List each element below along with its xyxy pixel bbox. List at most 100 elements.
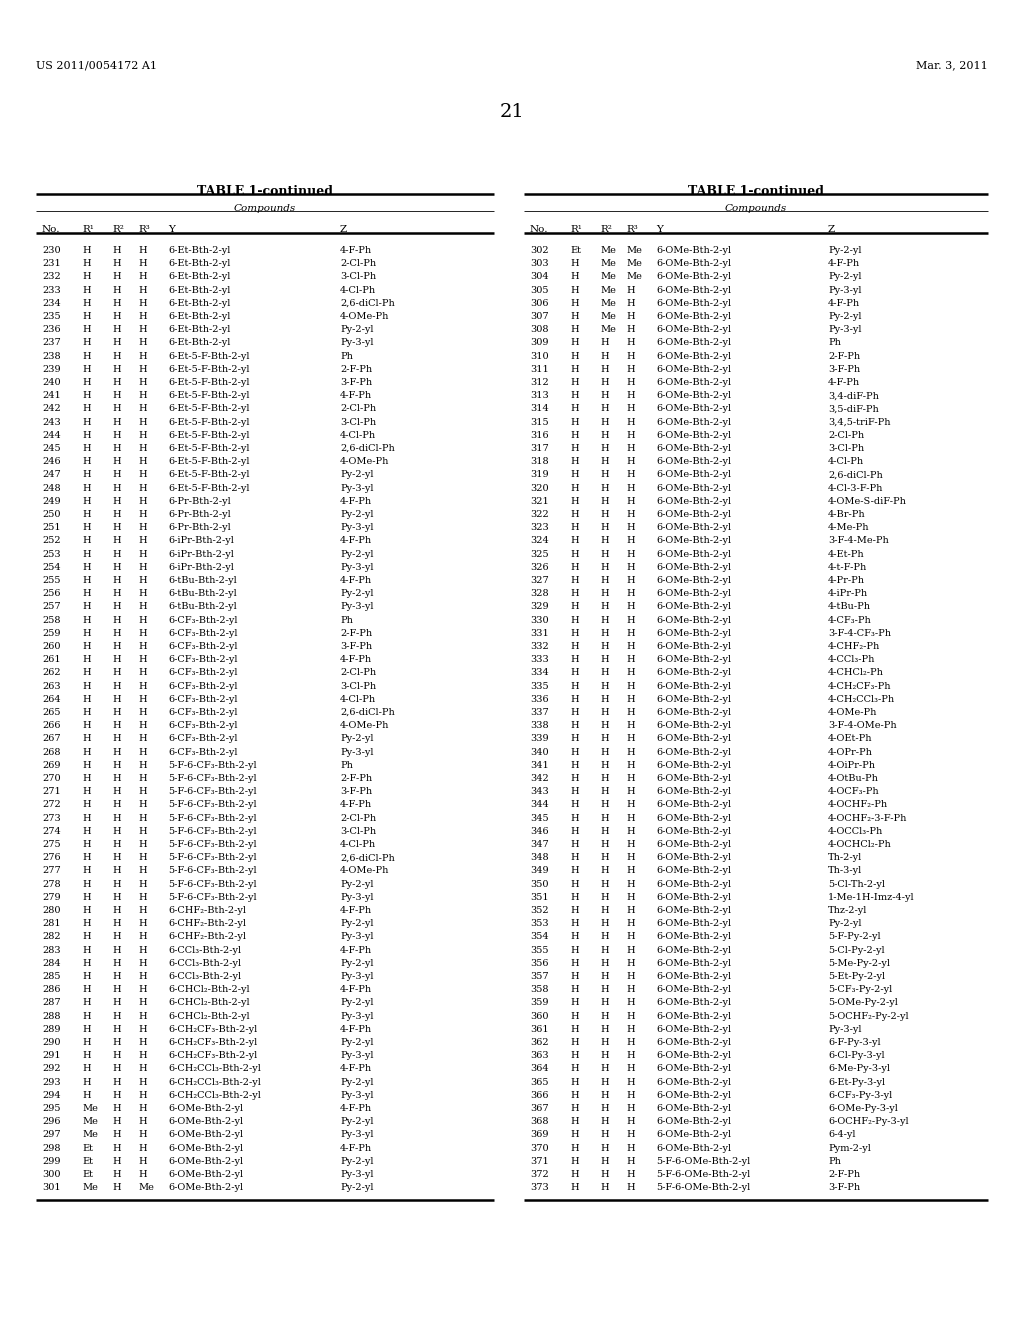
Text: 4-F-Ph: 4-F-Ph — [340, 1104, 372, 1113]
Text: Py-2-yl: Py-2-yl — [340, 1156, 374, 1166]
Text: H: H — [112, 866, 121, 875]
Text: H: H — [626, 312, 635, 321]
Text: 242: 242 — [42, 404, 60, 413]
Text: H: H — [570, 457, 579, 466]
Text: 6-CH₂CF₃-Bth-2-yl: 6-CH₂CF₃-Bth-2-yl — [168, 1051, 257, 1060]
Text: 6-OMe-Bth-2-yl: 6-OMe-Bth-2-yl — [656, 430, 731, 440]
Text: H: H — [570, 681, 579, 690]
Text: H: H — [600, 1143, 608, 1152]
Text: H: H — [626, 404, 635, 413]
Text: 6-tBu-Bth-2-yl: 6-tBu-Bth-2-yl — [168, 602, 237, 611]
Text: 6-OMe-Bth-2-yl: 6-OMe-Bth-2-yl — [656, 602, 731, 611]
Text: H: H — [570, 1156, 579, 1166]
Text: 4-CHCl₂-Ph: 4-CHCl₂-Ph — [828, 668, 884, 677]
Text: H: H — [600, 655, 608, 664]
Text: 6-Et-Bth-2-yl: 6-Et-Bth-2-yl — [168, 312, 230, 321]
Text: H: H — [112, 1064, 121, 1073]
Text: 336: 336 — [530, 694, 549, 704]
Text: Py-3-yl: Py-3-yl — [340, 1011, 374, 1020]
Text: H: H — [600, 1051, 608, 1060]
Text: H: H — [626, 721, 635, 730]
Text: H: H — [626, 430, 635, 440]
Text: 6-Cl-Py-3-yl: 6-Cl-Py-3-yl — [828, 1051, 885, 1060]
Text: 6-CH₂CCl₃-Bth-2-yl: 6-CH₂CCl₃-Bth-2-yl — [168, 1090, 261, 1100]
Text: 2,6-diCl-Ph: 2,6-diCl-Ph — [340, 444, 394, 453]
Text: 264: 264 — [42, 694, 60, 704]
Text: H: H — [82, 457, 91, 466]
Text: Py-3-yl: Py-3-yl — [340, 1170, 374, 1179]
Text: 325: 325 — [530, 549, 549, 558]
Text: H: H — [570, 338, 579, 347]
Text: H: H — [112, 272, 121, 281]
Text: H: H — [570, 1130, 579, 1139]
Text: 273: 273 — [42, 813, 60, 822]
Text: 3-F-Ph: 3-F-Ph — [828, 364, 860, 374]
Text: H: H — [82, 998, 91, 1007]
Text: 6-OMe-Bth-2-yl: 6-OMe-Bth-2-yl — [656, 998, 731, 1007]
Text: Py-2-yl: Py-2-yl — [340, 549, 374, 558]
Text: H: H — [570, 892, 579, 902]
Text: H: H — [112, 906, 121, 915]
Text: H: H — [112, 1051, 121, 1060]
Text: 292: 292 — [42, 1064, 60, 1073]
Text: 6-Et-Bth-2-yl: 6-Et-Bth-2-yl — [168, 325, 230, 334]
Text: 6-OMe-Bth-2-yl: 6-OMe-Bth-2-yl — [656, 892, 731, 902]
Text: 269: 269 — [42, 760, 60, 770]
Text: H: H — [138, 351, 146, 360]
Text: 344: 344 — [530, 800, 549, 809]
Text: H: H — [600, 364, 608, 374]
Text: H: H — [570, 800, 579, 809]
Text: 354: 354 — [530, 932, 549, 941]
Text: H: H — [112, 972, 121, 981]
Text: H: H — [570, 721, 579, 730]
Text: Pym-2-yl: Pym-2-yl — [828, 1143, 870, 1152]
Text: H: H — [112, 417, 121, 426]
Text: 322: 322 — [530, 510, 549, 519]
Text: H: H — [570, 906, 579, 915]
Text: H: H — [570, 694, 579, 704]
Text: H: H — [82, 879, 91, 888]
Text: 349: 349 — [530, 866, 549, 875]
Text: H: H — [570, 510, 579, 519]
Text: Py-2-yl: Py-2-yl — [828, 246, 861, 255]
Text: 6-OMe-Py-3-yl: 6-OMe-Py-3-yl — [828, 1104, 898, 1113]
Text: R³: R³ — [138, 224, 150, 234]
Text: 1-Me-1H-Imz-4-yl: 1-Me-1H-Imz-4-yl — [828, 892, 914, 902]
Text: 5-Et-Py-2-yl: 5-Et-Py-2-yl — [828, 972, 885, 981]
Text: 328: 328 — [530, 589, 549, 598]
Text: 6-OMe-Bth-2-yl: 6-OMe-Bth-2-yl — [656, 668, 731, 677]
Text: H: H — [82, 1024, 91, 1034]
Text: 6-Et-5-F-Bth-2-yl: 6-Et-5-F-Bth-2-yl — [168, 470, 250, 479]
Text: 6-CF₃-Bth-2-yl: 6-CF₃-Bth-2-yl — [168, 681, 238, 690]
Text: 4-Br-Ph: 4-Br-Ph — [828, 510, 865, 519]
Text: 6-Pr-Bth-2-yl: 6-Pr-Bth-2-yl — [168, 496, 230, 506]
Text: 6-OMe-Bth-2-yl: 6-OMe-Bth-2-yl — [656, 694, 731, 704]
Text: 6-OMe-Bth-2-yl: 6-OMe-Bth-2-yl — [656, 1090, 731, 1100]
Text: H: H — [570, 853, 579, 862]
Text: 351: 351 — [530, 892, 549, 902]
Text: H: H — [570, 655, 579, 664]
Text: H: H — [626, 668, 635, 677]
Text: R¹: R¹ — [570, 224, 582, 234]
Text: 361: 361 — [530, 1024, 549, 1034]
Text: 5-F-6-CF₃-Bth-2-yl: 5-F-6-CF₃-Bth-2-yl — [168, 853, 257, 862]
Text: No.: No. — [530, 224, 549, 234]
Text: 4-F-Ph: 4-F-Ph — [340, 1024, 372, 1034]
Text: 366: 366 — [530, 1090, 549, 1100]
Text: 4-OEt-Ph: 4-OEt-Ph — [828, 734, 872, 743]
Text: 4-OMe-Ph: 4-OMe-Ph — [340, 721, 389, 730]
Text: 275: 275 — [42, 840, 60, 849]
Text: 267: 267 — [42, 734, 60, 743]
Text: H: H — [138, 958, 146, 968]
Text: 247: 247 — [42, 470, 60, 479]
Text: H: H — [626, 378, 635, 387]
Text: H: H — [112, 351, 121, 360]
Text: H: H — [570, 272, 579, 281]
Text: 293: 293 — [42, 1077, 60, 1086]
Text: H: H — [570, 826, 579, 836]
Text: H: H — [138, 1090, 146, 1100]
Text: 4-Cl-3-F-Ph: 4-Cl-3-F-Ph — [828, 483, 884, 492]
Text: Compounds: Compounds — [233, 205, 296, 213]
Text: H: H — [82, 325, 91, 334]
Text: 4-F-Ph: 4-F-Ph — [340, 800, 372, 809]
